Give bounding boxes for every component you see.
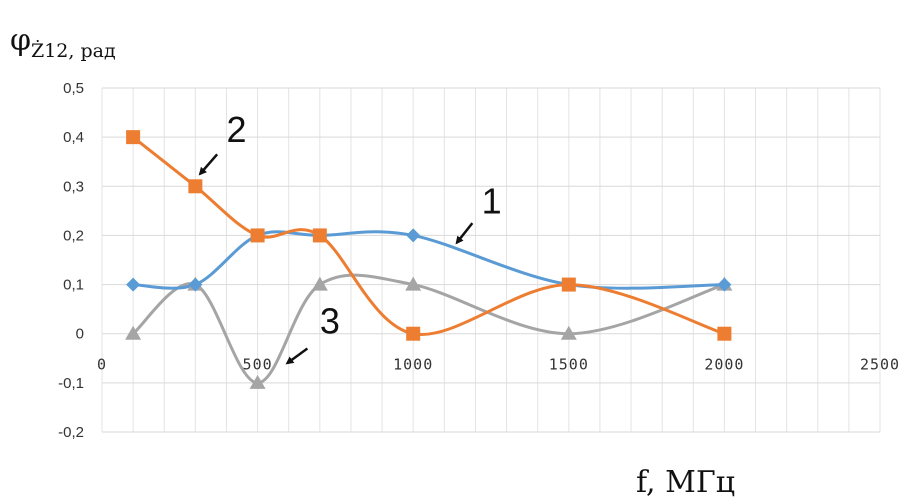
series-2-point (126, 130, 141, 145)
series-2-point (312, 228, 327, 243)
x-tick-labels: 0 500 1000 1500 2000 2500 (97, 356, 900, 374)
y-tick-label: -0,2 (58, 424, 84, 441)
series-1-point (188, 277, 203, 292)
series-1-point (406, 228, 421, 243)
x-tick-label: 1000 (393, 356, 433, 374)
chart-grid (101, 87, 881, 433)
y-tick-label: 0 (76, 326, 84, 343)
y-tick-label: 0,3 (63, 178, 84, 195)
y-axis-label: φŻ12, рад (10, 23, 116, 62)
y-axis-symbol: φ (10, 23, 31, 58)
series-1-point (717, 277, 732, 292)
series-3-point (311, 276, 328, 291)
y-tick-label: 0,5 (63, 80, 84, 97)
annotation-2-arrow (198, 153, 219, 176)
series-3-point (125, 325, 142, 340)
series-2-line (132, 135, 725, 337)
series-3-point (405, 276, 422, 291)
series-3-point (560, 325, 577, 340)
y-tick-labels: -0,2 -0,1 0 0,1 0,2 0,3 0,4 0,5 (58, 80, 84, 441)
series-1-line (133, 230, 725, 290)
series-1-point (126, 277, 141, 292)
x-tick-label: 0 (97, 356, 107, 374)
annotation-3-arrow (285, 347, 309, 365)
annotation-1-arrow (455, 222, 474, 245)
annotation-2-label: 2 (226, 109, 246, 150)
annotation-3-label: 3 (320, 301, 340, 342)
y-tick-label: -0,1 (58, 375, 84, 392)
series-2-point (250, 228, 265, 243)
series-2-point (561, 277, 576, 292)
y-axis-unit: , рад (68, 40, 115, 62)
y-tick-label: 0,4 (63, 129, 84, 146)
x-tick-label: 2000 (704, 356, 744, 374)
series-2-point (188, 179, 203, 194)
x-axis-label: f, МГц (636, 465, 735, 500)
series-lines (132, 135, 725, 385)
annotations: 1 2 3 (198, 109, 502, 365)
series-2-point (717, 326, 732, 341)
x-tick-label: 2500 (860, 356, 900, 374)
y-tick-label: 0,1 (63, 277, 84, 294)
x-tick-label: 1500 (549, 356, 589, 374)
y-axis-subscript: Ż12 (31, 39, 68, 62)
series-markers (125, 130, 733, 389)
annotation-1-label: 1 (482, 180, 502, 221)
x-tick-label: 500 (243, 356, 273, 374)
series-3-point (249, 374, 266, 389)
series-2-point (406, 326, 421, 341)
y-tick-label: 0,2 (63, 227, 84, 244)
